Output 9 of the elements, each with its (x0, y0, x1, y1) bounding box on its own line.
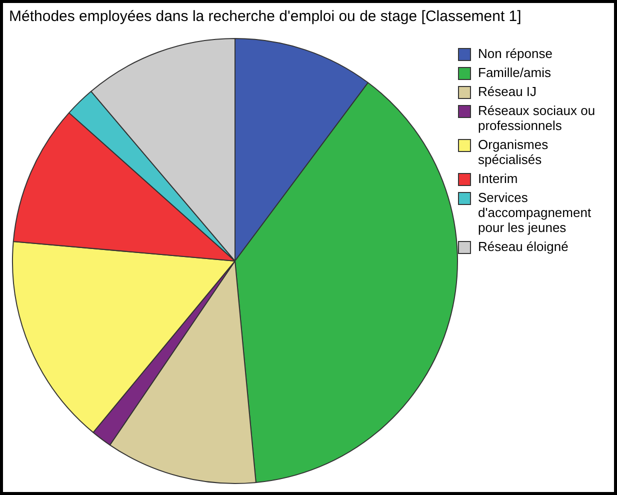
legend-label: Réseau IJ (478, 84, 537, 99)
legend-label: Non réponse (478, 46, 552, 61)
legend-label: Services d'accompagnement pour les jeunes (478, 190, 592, 235)
chart-title: Méthodes employées dans la recherche d'emploi ou de stage [Classement 1] (9, 8, 522, 25)
legend-label: Réseau éloigné (478, 239, 568, 254)
legend-label: Famille/amis (478, 65, 551, 80)
legend-label: Interim (478, 171, 518, 186)
legend-label: Organismes spécialisés (478, 137, 550, 167)
legend-label: Réseaux sociaux ou professionnels (478, 103, 596, 133)
